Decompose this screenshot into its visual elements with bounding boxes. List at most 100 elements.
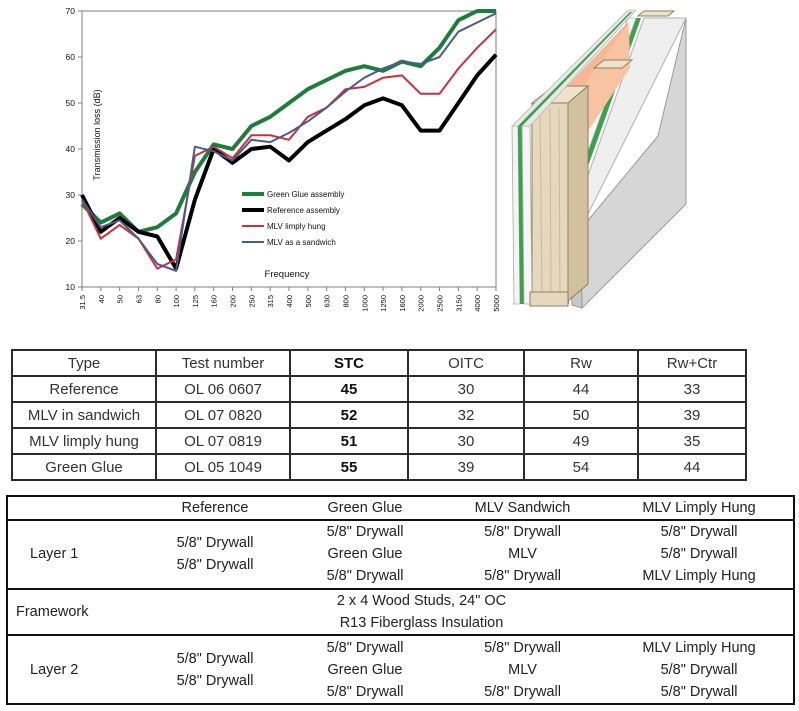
x-tick-label: 80 (153, 295, 162, 303)
framework-line: R13 Fiberglass Insulation (339, 614, 504, 631)
wall-assembly-illustration (511, 9, 687, 310)
x-tick-label: 800 (341, 295, 350, 308)
table-row: MLV in sandwich OL 07 0820 52 32 50 39 (11, 401, 747, 429)
series-line (80, 9, 496, 234)
layer-1-mlv-sandwich: 5/8" Drywall MLV 5/8" Drywall (440, 519, 605, 589)
cell-stc: 45 (289, 375, 409, 403)
framework-label: Framework (7, 587, 140, 636)
x-tick-label: 315 (266, 295, 275, 308)
x-tick-label: 1250 (379, 295, 388, 312)
layer-item: 5/8" Drywall (326, 683, 404, 700)
table-row: MLV limply hung OL 07 0819 51 30 49 35 (11, 427, 747, 455)
x-tick-label: 31.5 (78, 295, 87, 310)
layer-item: MLV Limply Hung (642, 568, 756, 585)
layer-1-green-glue: 5/8" Drywall Green Glue 5/8" Drywall (290, 519, 440, 589)
series-line (81, 12, 497, 272)
layer-2-mlv-limply: MLV Limply Hung 5/8" Drywall 5/8" Drywal… (605, 634, 794, 704)
stc-header-row: Type Test number STC OITC Rw Rw+Ctr (11, 349, 747, 377)
x-tick-label: 100 (172, 295, 181, 308)
layer-item: 5/8" Drywall (660, 683, 738, 700)
framework-description: 2 x 4 Wood Studs, 24" OC R13 Fiberglass … (140, 587, 794, 636)
header-type: Type (11, 349, 157, 377)
table-row: Green Glue OL 05 1049 55 39 54 44 (11, 453, 747, 481)
layer-item: 5/8" Drywall (326, 639, 404, 656)
layers-header-mlv-sandwich: MLV Sandwich (474, 500, 571, 516)
cell-rw: 44 (523, 375, 639, 403)
x-tick-label: 1600 (398, 295, 407, 312)
layer-item: 5/8" Drywall (176, 672, 254, 689)
x-tick-label: 50 (116, 295, 125, 303)
layers-header-mlv-limply: MLV Limply Hung (642, 500, 756, 516)
layer-item: 5/8" Drywall (176, 535, 254, 552)
layer-2-row: Layer 2 5/8" Drywall 5/8" Drywall 5/8" D… (7, 634, 794, 704)
legend-label: MLV limply hung (267, 222, 326, 231)
series-line (80, 53, 498, 271)
x-tick-label: 40 (97, 295, 106, 303)
legend-label: MLV as a sandwich (267, 238, 336, 247)
layers-header-reference: Reference (181, 500, 249, 516)
header-stc: STC (289, 349, 409, 377)
layer-item: 5/8" Drywall (660, 546, 738, 563)
y-tick-label: 30 (66, 190, 76, 200)
x-tick-label: 2500 (436, 295, 445, 312)
cell-rw: 50 (523, 401, 639, 429)
layer-2-label: Layer 2 (7, 634, 140, 704)
layers-header-blank (7, 496, 140, 520)
y-tick-label: 20 (66, 236, 76, 246)
layer-1-reference: 5/8" Drywall 5/8" Drywall (140, 519, 290, 589)
layer-item: MLV (508, 546, 537, 563)
x-axis-label: Frequency (265, 269, 310, 280)
x-tick-label: 3150 (454, 295, 463, 312)
layer-item: 5/8" Drywall (484, 568, 561, 585)
cell-oitc: 39 (407, 453, 525, 481)
layer-item: MLV Limply Hung (642, 639, 756, 656)
cell-oitc: 30 (407, 375, 525, 403)
series-line (81, 28, 497, 270)
y-tick-label: 70 (66, 6, 76, 16)
cell-test-number: OL 07 0819 (155, 427, 291, 455)
cell-rw-ctr: 33 (637, 375, 747, 403)
table-row: Reference OL 06 0607 45 30 44 33 (11, 375, 747, 403)
layer-2-mlv-sandwich: 5/8" Drywall MLV 5/8" Drywall (440, 634, 605, 704)
layer-item: 5/8" Drywall (176, 650, 254, 667)
header-rw: Rw (523, 349, 639, 377)
x-tick-label: 250 (247, 295, 256, 308)
cell-test-number: OL 07 0820 (155, 401, 291, 429)
x-tick-label: 400 (285, 295, 294, 308)
cell-type: MLV limply hung (11, 427, 157, 455)
layers-header-green-glue: Green Glue (327, 500, 403, 516)
x-tick-label: 160 (210, 295, 219, 308)
cell-test-number: OL 06 0607 (155, 375, 291, 403)
cell-type: Reference (11, 375, 157, 403)
x-tick-label: 2000 (417, 295, 426, 312)
layer-item: Green Glue (327, 661, 403, 678)
cell-test-number: OL 05 1049 (155, 453, 291, 481)
y-tick-label: 10 (66, 282, 76, 292)
cell-oitc: 32 (407, 401, 525, 429)
layer-1-mlv-limply: 5/8" Drywall 5/8" Drywall MLV Limply Hun… (605, 519, 794, 589)
x-tick-label: 4000 (473, 295, 482, 312)
layer-2-reference: 5/8" Drywall 5/8" Drywall (140, 634, 290, 704)
layer-item: 5/8" Drywall (176, 557, 254, 574)
stc-results-table: Type Test number STC OITC Rw Rw+Ctr Refe… (11, 349, 747, 481)
cell-rw: 54 (523, 453, 639, 481)
header-rw-ctr: Rw+Ctr (637, 349, 747, 377)
x-tick-label: 125 (191, 295, 200, 308)
x-tick-label: 5000 (492, 295, 501, 312)
cell-rw: 49 (523, 427, 639, 455)
x-tick-label: 500 (304, 295, 313, 308)
layer-item: 5/8" Drywall (660, 661, 738, 678)
cell-rw-ctr: 44 (637, 453, 747, 481)
layer-1-label: Layer 1 (7, 519, 140, 589)
cell-stc: 55 (289, 453, 409, 481)
transmission-loss-chart: 10 20 30 40 50 60 70 31.5 40 50 63 80 100 125 160 200 2… (0, 0, 510, 322)
cell-rw-ctr: 35 (637, 427, 747, 455)
cell-rw-ctr: 39 (637, 401, 747, 429)
layer-item: 5/8" Drywall (326, 524, 404, 541)
cell-stc: 51 (289, 427, 409, 455)
layer-item: MLV (508, 661, 537, 678)
y-tick-label: 50 (66, 98, 76, 108)
plot-area (81, 10, 497, 288)
layer-item: 5/8" Drywall (484, 524, 561, 541)
wall-layers-table: Reference Green Glue MLV Sandwich MLV Li… (6, 495, 795, 705)
